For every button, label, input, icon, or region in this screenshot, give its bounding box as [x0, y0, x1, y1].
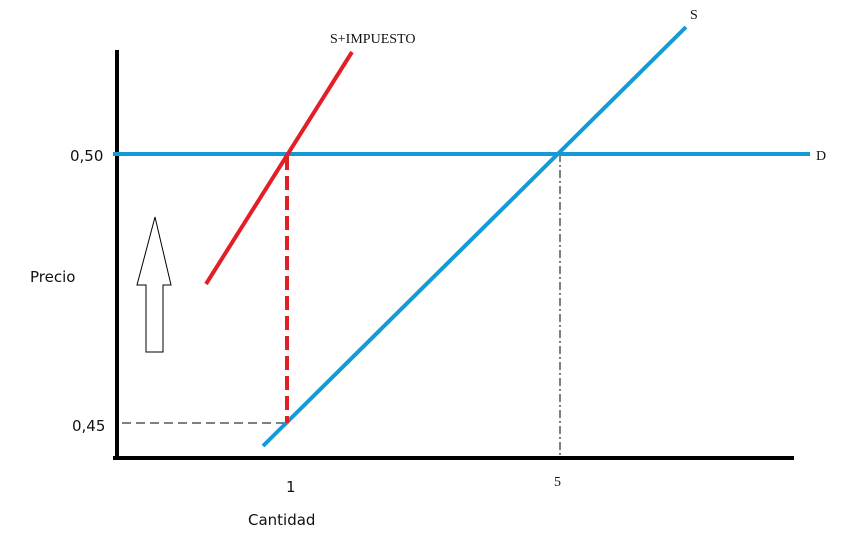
supply-label: S	[690, 8, 698, 23]
y-axis-label: Precio	[30, 268, 75, 286]
up-arrow	[136, 216, 172, 353]
x-tick-label: 1	[286, 478, 296, 496]
y-tick-label: 0,50	[70, 147, 103, 165]
supply-line	[261, 25, 688, 448]
tax-supply-line	[204, 50, 354, 286]
y-tick-label: 0,45	[72, 417, 105, 435]
tax-supply-label: S+IMPUESTO	[330, 32, 415, 47]
x-axis-label: Cantidad	[248, 511, 315, 529]
demand-label: D	[816, 149, 826, 164]
x-tick-label: 5	[554, 475, 561, 490]
